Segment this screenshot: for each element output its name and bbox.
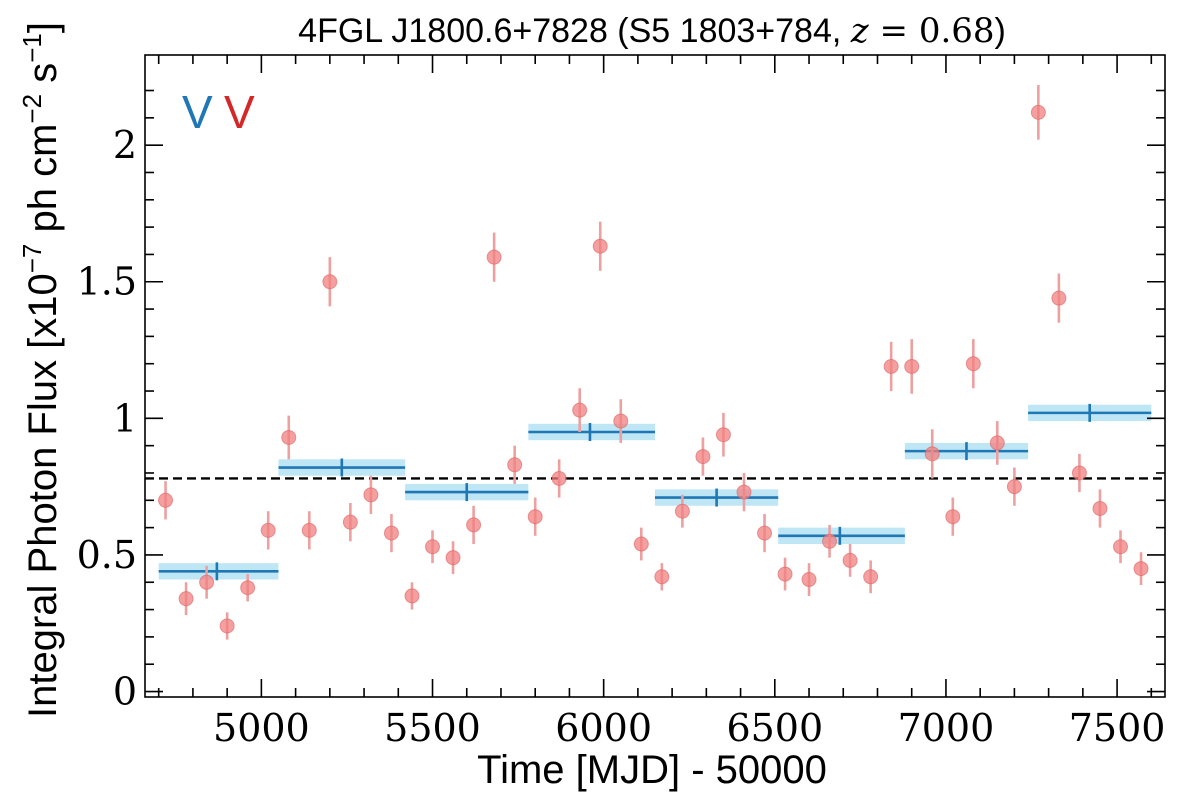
data-point bbox=[1133, 561, 1149, 577]
x-tick-label: 5500 bbox=[384, 706, 481, 750]
y-label-exp3: −1 bbox=[17, 33, 47, 63]
data-point bbox=[572, 402, 588, 418]
data-point bbox=[1030, 104, 1046, 120]
data-point bbox=[924, 446, 940, 462]
data-point bbox=[1051, 290, 1067, 306]
data-point bbox=[363, 487, 379, 503]
data-point bbox=[883, 358, 899, 374]
data-point bbox=[260, 522, 276, 538]
data-point bbox=[757, 525, 773, 541]
data-point bbox=[1006, 479, 1022, 495]
y-axis-label: Integral Photon Flux [x10−7 ph cm−2 s−1] bbox=[17, 22, 65, 718]
x-tick-label: 7000 bbox=[898, 706, 995, 750]
data-point bbox=[736, 484, 752, 500]
plot-frame bbox=[144, 54, 1166, 698]
data-point bbox=[945, 509, 961, 525]
y-tick-label: 1.5 bbox=[77, 260, 137, 304]
data-point bbox=[240, 580, 256, 596]
data-point bbox=[507, 457, 523, 473]
data-point bbox=[551, 470, 567, 486]
x-tick-label: 5000 bbox=[213, 706, 310, 750]
x-tick-label: 7500 bbox=[1069, 706, 1166, 750]
data-point bbox=[445, 550, 461, 566]
x-tick-label: 6000 bbox=[555, 706, 652, 750]
data-point bbox=[842, 552, 858, 568]
data-point bbox=[989, 435, 1005, 451]
data-point bbox=[1092, 500, 1108, 516]
data-point bbox=[715, 427, 731, 443]
y-label-mid2: s bbox=[21, 63, 65, 94]
data-point bbox=[466, 517, 482, 533]
data-point bbox=[199, 574, 215, 590]
data-point bbox=[322, 274, 338, 290]
data-point bbox=[613, 413, 629, 429]
data-point bbox=[965, 356, 981, 372]
chart-title-z-var: z bbox=[850, 11, 870, 51]
data-point bbox=[281, 429, 297, 445]
y-label-exp2: −2 bbox=[17, 94, 47, 124]
data-point bbox=[633, 536, 649, 552]
chart-title-main: 4FGL J1800.6+7828 (S5 1803+784, bbox=[298, 12, 851, 50]
data-point bbox=[404, 588, 420, 604]
axis-ticks: 5000 5500 6000 6500 7000 7500 0 0.5 1 1.5 2 bbox=[77, 55, 1166, 750]
y-label-mid: ph cm bbox=[21, 124, 65, 244]
y-label-prefix: Integral Photon Flux [x10 bbox=[21, 273, 65, 718]
data-point bbox=[425, 539, 441, 555]
x-tick-label: 6500 bbox=[726, 706, 823, 750]
data-point bbox=[527, 509, 543, 525]
data-point bbox=[219, 618, 235, 634]
data-point bbox=[301, 522, 317, 538]
y-label-exp1: −7 bbox=[17, 244, 47, 274]
data-point bbox=[904, 358, 920, 374]
data-point bbox=[1071, 465, 1087, 481]
chart-title-z-val: 0.68 bbox=[919, 11, 995, 51]
data-point bbox=[863, 569, 879, 585]
x-axis-label: Time [MJD] - 50000 bbox=[477, 748, 827, 792]
data-point bbox=[695, 449, 711, 465]
data-point bbox=[1113, 539, 1129, 555]
data-point bbox=[674, 503, 690, 519]
data-point bbox=[342, 514, 358, 530]
data-point bbox=[178, 591, 194, 607]
data-point bbox=[383, 525, 399, 541]
plot-area bbox=[145, 85, 1165, 640]
data-point bbox=[654, 569, 670, 585]
data-point bbox=[486, 249, 502, 265]
data-point bbox=[801, 572, 817, 588]
y-tick-label: 0.5 bbox=[77, 533, 137, 577]
data-point bbox=[592, 238, 608, 254]
data-point bbox=[777, 566, 793, 582]
chart-title: 4FGL J1800.6+7828 (S5 1803+784, z = 0.68… bbox=[298, 11, 1006, 51]
data-point bbox=[822, 533, 838, 549]
y-label-suffix: ] bbox=[21, 22, 65, 33]
variability-marker-blue: V bbox=[182, 86, 213, 138]
chart-title-z-eq: = bbox=[869, 11, 919, 51]
y-tick-label: 1 bbox=[113, 396, 137, 440]
y-tick-label: 0 bbox=[113, 670, 137, 714]
variability-marker-red: V bbox=[224, 86, 255, 138]
chart-title-close: ) bbox=[995, 12, 1006, 50]
y-tick-label: 2 bbox=[113, 123, 137, 167]
data-point bbox=[158, 492, 174, 508]
